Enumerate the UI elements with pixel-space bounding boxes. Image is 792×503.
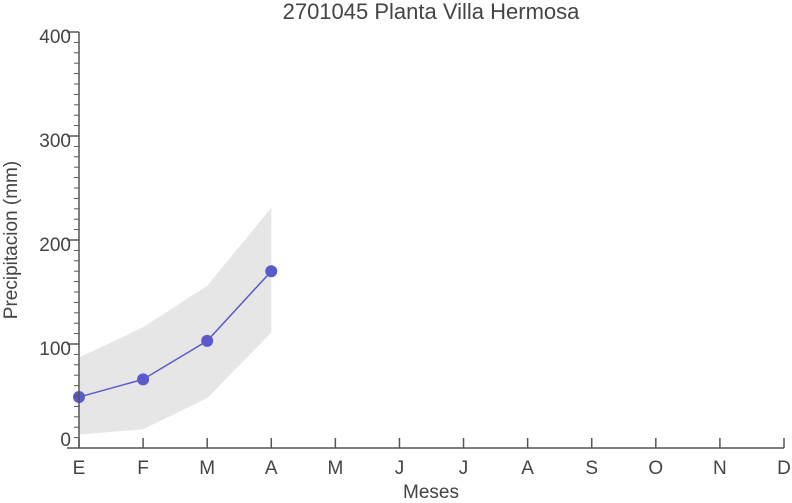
y-axis-label: Precipitacion (mm) [1,161,22,319]
y-tick-label: 400 [39,27,71,48]
x-tick-label: M [199,458,215,479]
x-tick-label: N [713,458,727,479]
x-tick-label: O [648,458,663,479]
x-tick-label: F [137,458,149,479]
x-tick-label: A [521,458,534,479]
line [78,270,272,398]
x-tick-label: A [265,458,278,479]
x-tick-label: S [585,458,598,479]
chart-title: 2701045 Planta Villa Hermosa [283,0,581,24]
band [79,207,272,435]
x-tick-label: M [327,458,343,479]
y-tick-label: 300 [39,131,71,152]
x-tick-label: D [777,458,791,479]
y-tick-label: 100 [39,339,71,360]
x-tick-label: J [395,458,405,479]
x-tick-label: E [73,458,86,479]
x-tick-label: J [459,458,469,479]
y-tick-label: 0 [60,430,71,451]
point [201,334,214,347]
x-axis-label: Meses [403,482,459,503]
point [265,265,278,278]
y-tick-label: 200 [39,235,71,256]
point [137,373,150,386]
